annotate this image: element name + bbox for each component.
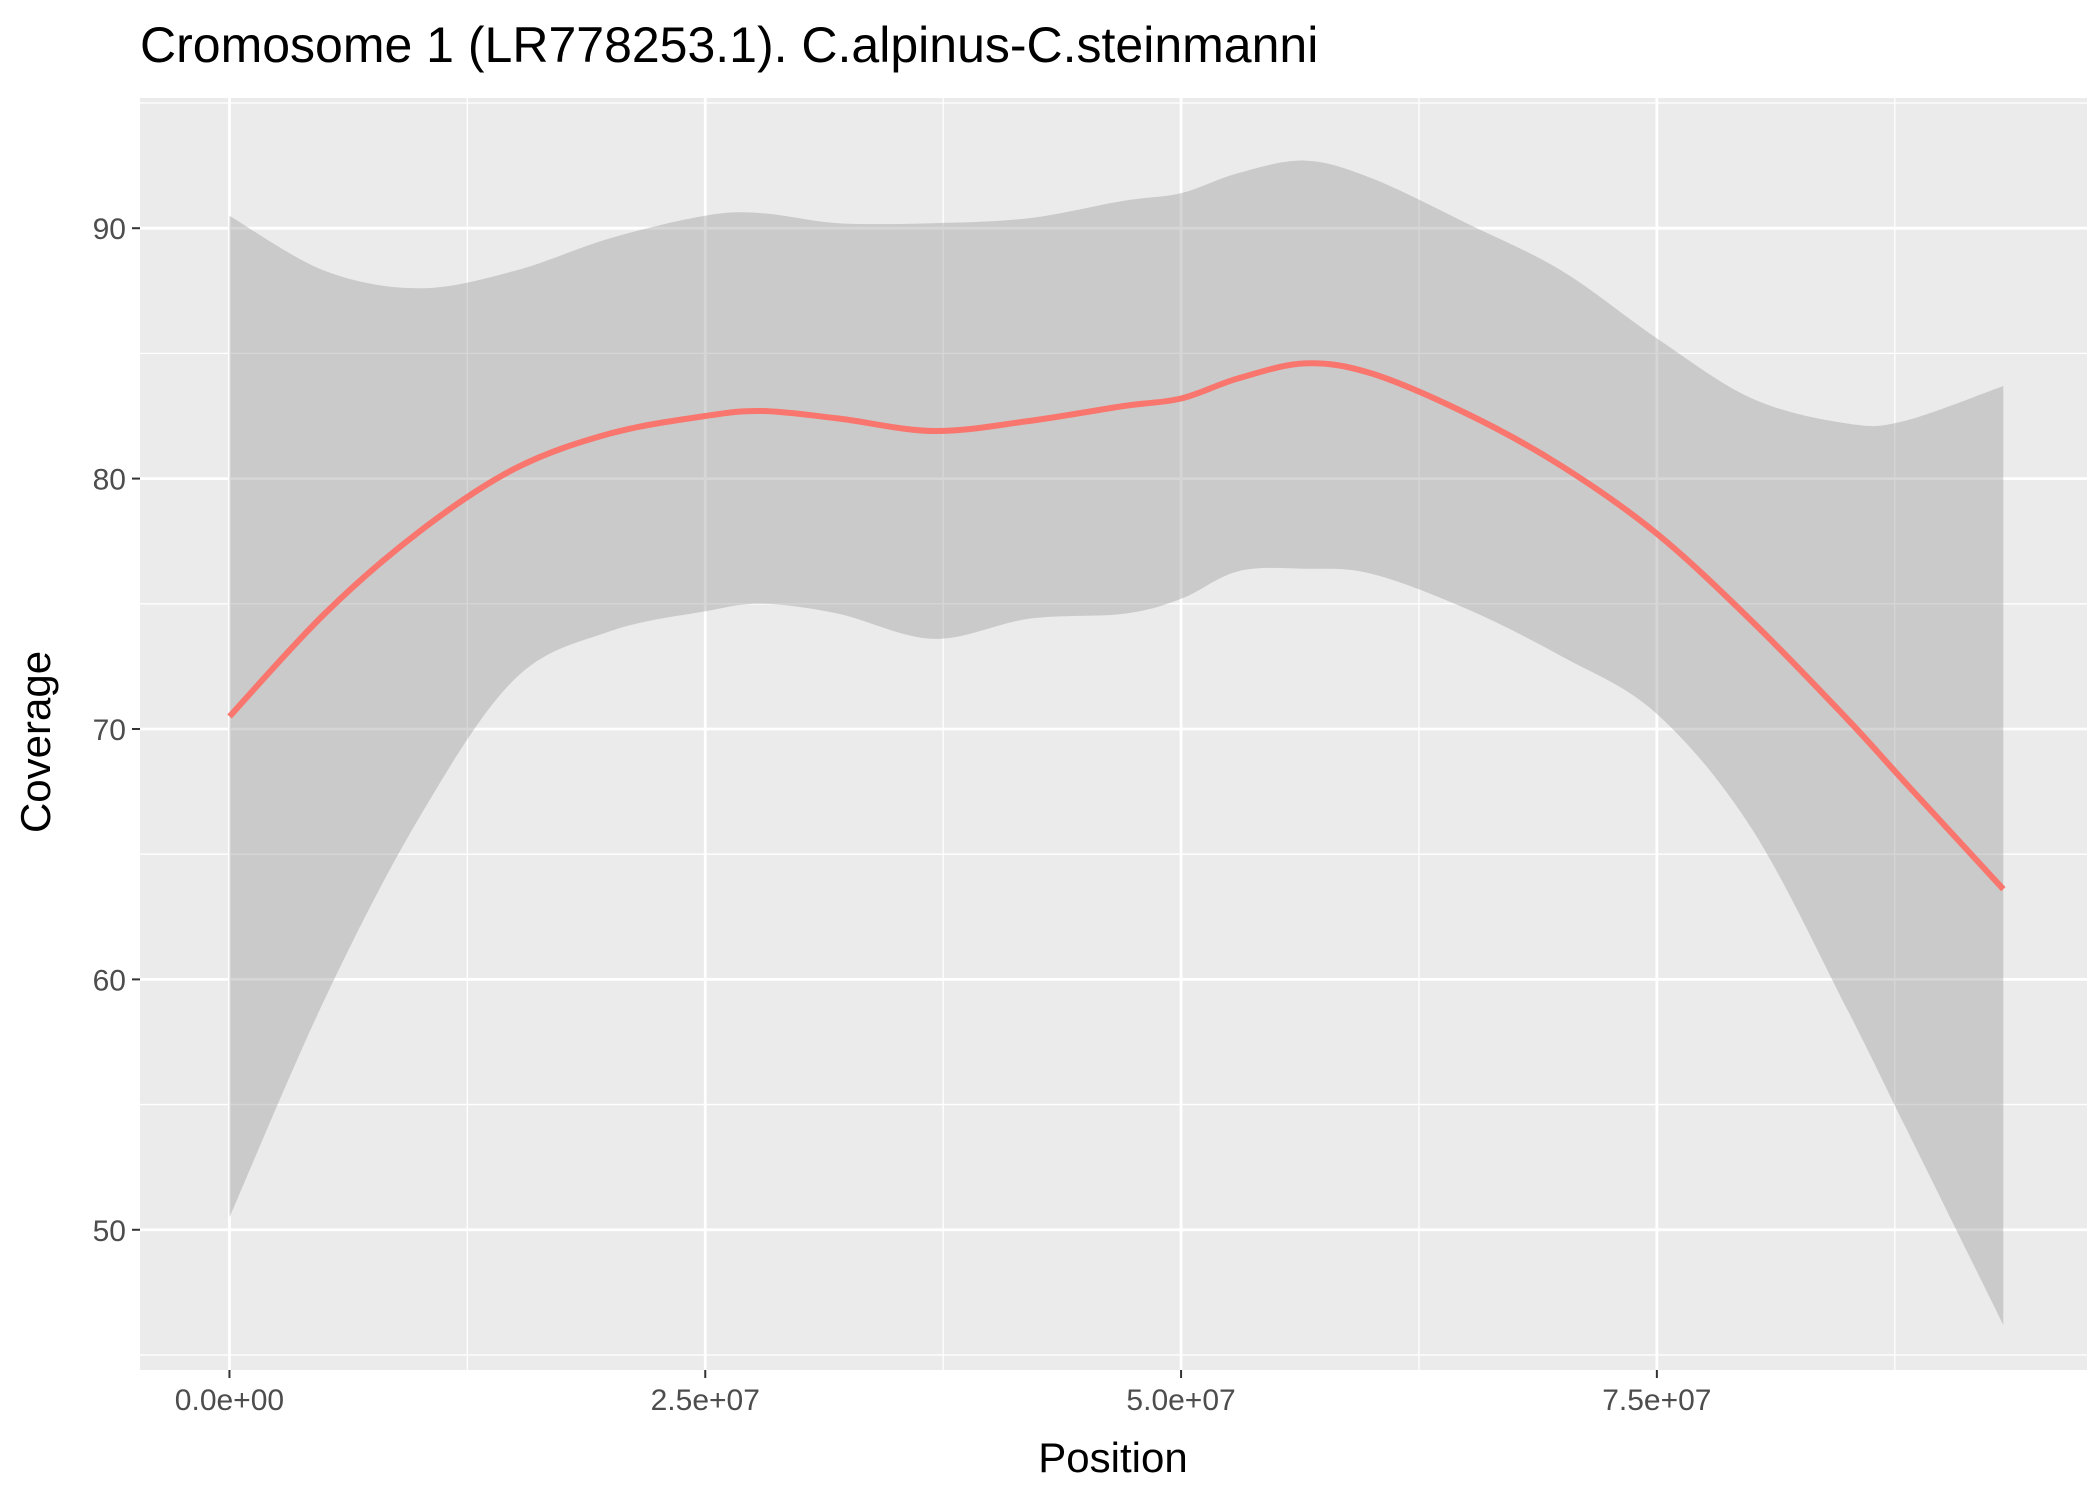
y-axis-title: Coverage [12, 651, 59, 833]
confidence-band [229, 160, 2004, 1325]
y-tick-label: 60 [93, 964, 126, 997]
x-axis-title: Position [1038, 1434, 1187, 1481]
x-tick-label: 5.0e+07 [1126, 1384, 1235, 1417]
grid-major [140, 98, 2087, 1370]
y-axis: 50 60 70 80 90 [93, 213, 140, 1248]
x-axis: 0.0e+00 2.5e+07 5.0e+07 7.5e+07 [175, 1370, 1712, 1417]
x-tick-label: 7.5e+07 [1602, 1384, 1711, 1417]
x-tick-label: 2.5e+07 [651, 1384, 760, 1417]
smooth-line [227, 360, 2006, 892]
y-tick-label: 70 [93, 714, 126, 747]
y-tick-label: 80 [93, 464, 126, 497]
x-tick-label: 0.0e+00 [175, 1384, 284, 1417]
grid-minor [140, 98, 2087, 1370]
y-tick-label: 90 [93, 213, 126, 246]
y-tick-label: 50 [93, 1215, 126, 1248]
plot-panel [140, 98, 2087, 1370]
chart-title: Cromosome 1 (LR778253.1). C.alpinus-C.st… [140, 17, 1318, 73]
